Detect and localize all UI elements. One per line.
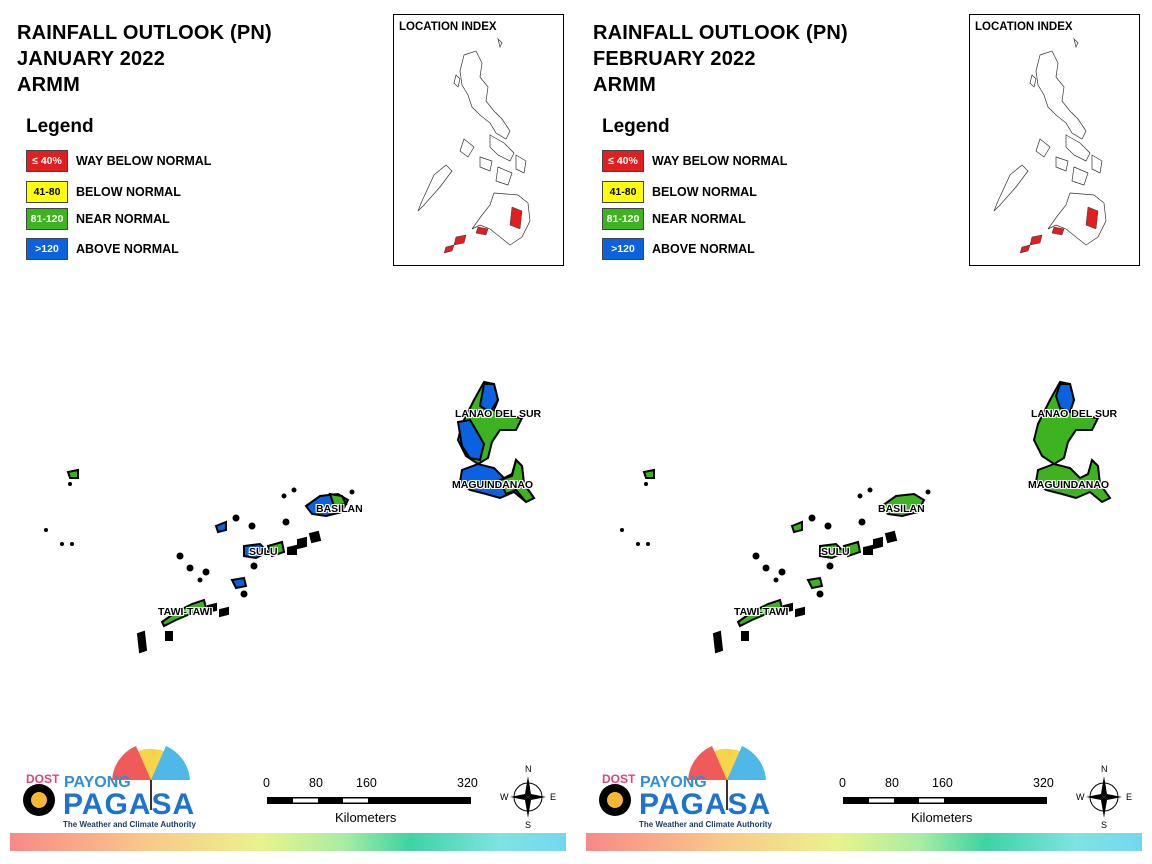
north-arrow-compass: N S W E xyxy=(1076,764,1136,830)
title-line-2: JANUARY 2022 xyxy=(17,48,166,70)
logo-tagline: The Weather and Climate Authority xyxy=(639,820,772,829)
location-index-inset: LOCATION INDEX xyxy=(393,14,564,266)
logo-dost: DOST xyxy=(26,772,60,786)
map-title: RAINFALL OUTLOOK (PN) JANUARY 2022 ARMM xyxy=(17,20,272,98)
location-index-inset: LOCATION INDEX xyxy=(969,14,1140,266)
scale-bar: 0 80 160 320 Kilometers xyxy=(839,776,1054,826)
legend-label: BELOW NORMAL xyxy=(652,185,757,199)
scale-tick-0: 0 xyxy=(263,776,270,790)
panel-february: RAINFALL OUTLOOK (PN) FEBRUARY 2022 ARMM… xyxy=(576,0,1152,864)
label-sulu: SULU xyxy=(249,546,278,558)
scale-tick-80: 80 xyxy=(309,776,323,790)
compass-rose-icon xyxy=(510,776,546,818)
label-basilan: BASILAN xyxy=(316,503,363,515)
label-maguindanao: MAGUINDANAO xyxy=(452,479,534,491)
logo-graphic xyxy=(23,746,190,816)
philippines-outline-map xyxy=(993,37,1107,254)
label-tawi-tawi: TAWI-TAWI xyxy=(734,606,789,618)
legend-label: WAY BELOW NORMAL xyxy=(76,154,212,168)
title-line-1: RAINFALL OUTLOOK (PN) xyxy=(593,22,848,44)
title-line-3: ARMM xyxy=(17,74,81,96)
legend-title: Legend xyxy=(602,116,670,137)
legend-swatch: 81-120 xyxy=(26,208,68,230)
label-tawi-tawi: TAWI-TAWI xyxy=(158,606,213,618)
location-index-label: LOCATION INDEX xyxy=(399,21,497,33)
panel-january: RAINFALL OUTLOOK (PN) JANUARY 2022 ARMM … xyxy=(0,14,576,851)
payong-pagasa-logo: DOST PAYONG PAGASA The Weather and Clima… xyxy=(592,738,772,833)
label-sulu: SULU xyxy=(821,546,850,558)
scale-bar-graphic xyxy=(843,797,1047,804)
logo-payong: PAYONG xyxy=(64,774,131,791)
payong-pagasa-logo: DOST PAYONG PAGASA The Weather and Clima… xyxy=(16,738,196,833)
compass-n: N xyxy=(1101,764,1108,774)
logo-graphic xyxy=(599,746,766,816)
scale-tick-160: 160 xyxy=(932,776,953,790)
title-line-1: RAINFALL OUTLOOK (PN) xyxy=(17,22,272,44)
logo-pagasa: PAGASA xyxy=(639,788,772,821)
map-title: RAINFALL OUTLOOK (PN) FEBRUARY 2022 ARMM xyxy=(593,20,848,98)
footer-gradient-bar xyxy=(10,833,566,851)
legend-swatch: ≤ 40% xyxy=(602,150,644,172)
scale-bar-graphic xyxy=(267,797,471,804)
logo-payong: PAYONG xyxy=(640,774,707,791)
legend-label: ABOVE NORMAL xyxy=(76,242,179,256)
compass-rose-icon xyxy=(1086,776,1122,818)
armm-map: LANAO DEL SUR MAGUINDANAO BASILAN SULU T… xyxy=(576,360,1152,685)
title-line-2: FEBRUARY 2022 xyxy=(593,48,756,70)
scale-tick-80: 80 xyxy=(885,776,899,790)
philippines-outline-map xyxy=(417,37,531,254)
armm-map: LANAO DEL SUR MAGUINDANAO BASILAN SULU T… xyxy=(0,360,576,685)
scale-bar: 0 80 160 320 Kilometers xyxy=(263,776,478,826)
label-lanao-del-sur: LANAO DEL SUR xyxy=(1031,408,1118,420)
legend-swatch: 41-80 xyxy=(602,181,644,203)
scale-tick-320: 320 xyxy=(1033,776,1054,790)
label-maguindanao: MAGUINDANAO xyxy=(1028,479,1110,491)
compass-w: W xyxy=(500,792,509,802)
scale-tick-160: 160 xyxy=(356,776,377,790)
compass-e: E xyxy=(1126,792,1133,802)
legend-label: ABOVE NORMAL xyxy=(652,242,755,256)
legend-label: BELOW NORMAL xyxy=(76,185,181,199)
scale-unit-label: Kilometers xyxy=(911,810,973,825)
legend-title: Legend xyxy=(26,116,94,137)
legend-swatch: >120 xyxy=(602,238,644,260)
compass-s: S xyxy=(1101,820,1108,830)
logo-pagasa: PAGASA xyxy=(63,788,196,821)
scale-unit-label: Kilometers xyxy=(335,810,397,825)
legend-swatch: >120 xyxy=(26,238,68,260)
scale-tick-0: 0 xyxy=(839,776,846,790)
logo-dost: DOST xyxy=(602,772,636,786)
legend-swatch: 81-120 xyxy=(602,208,644,230)
north-arrow-compass: N S W E xyxy=(500,764,560,830)
compass-n: N xyxy=(525,764,532,774)
location-index-label: LOCATION INDEX xyxy=(975,21,1073,33)
compass-e: E xyxy=(550,792,557,802)
label-lanao-del-sur: LANAO DEL SUR xyxy=(455,408,542,420)
scale-tick-320: 320 xyxy=(457,776,478,790)
logo-tagline: The Weather and Climate Authority xyxy=(63,820,196,829)
legend-swatch: 41-80 xyxy=(26,181,68,203)
compass-w: W xyxy=(1076,792,1085,802)
label-basilan: BASILAN xyxy=(878,503,925,515)
footer-gradient-bar xyxy=(586,833,1142,851)
armm-region-shapes xyxy=(44,380,536,654)
title-line-3: ARMM xyxy=(593,74,657,96)
legend-label: NEAR NORMAL xyxy=(76,212,170,226)
armm-region-shapes xyxy=(620,380,1112,654)
legend-swatch: ≤ 40% xyxy=(26,150,68,172)
compass-s: S xyxy=(525,820,532,830)
legend-label: NEAR NORMAL xyxy=(652,212,746,226)
legend-label: WAY BELOW NORMAL xyxy=(652,154,788,168)
